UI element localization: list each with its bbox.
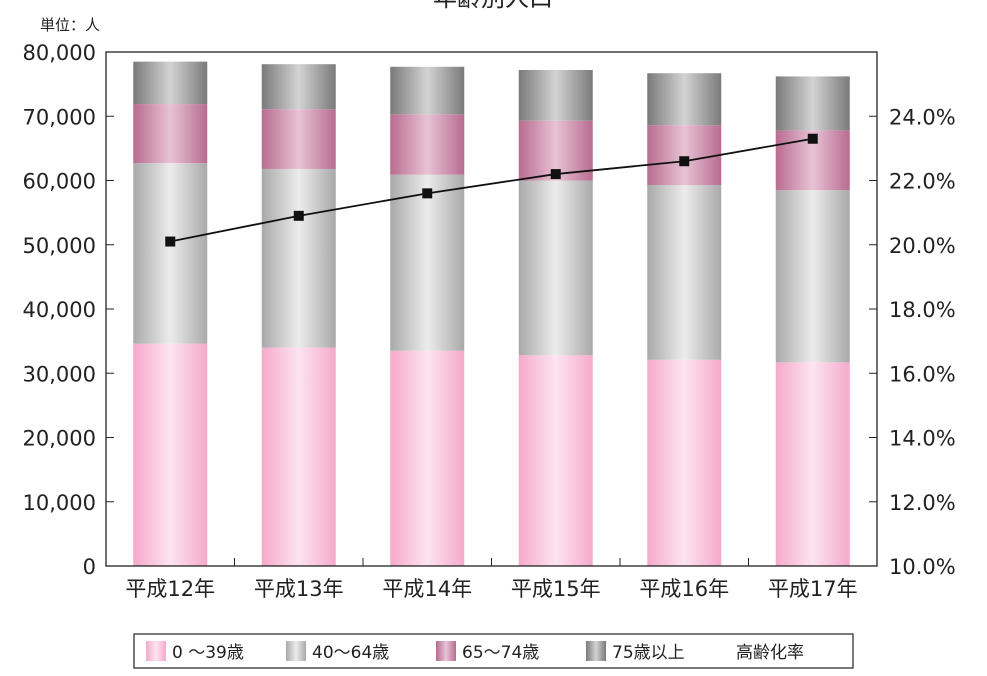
left-axis-tick-label: 60,000 — [23, 170, 96, 194]
right-axis-tick-label: 24.0% — [889, 105, 956, 129]
bar-segment-4-3 — [390, 66, 465, 115]
line-point-3 — [422, 188, 433, 199]
legend: 0 〜39歳 40〜64歳 65〜74歳 75歳以上 高齢化率 — [133, 633, 854, 669]
legend-label-2: 40〜64歳 — [312, 643, 389, 663]
x-tick-label: 平成15年 — [511, 577, 601, 601]
legend-label-4: 75歳以上 — [612, 643, 685, 663]
line-point-1 — [165, 236, 176, 247]
bar-segment-2-6 — [775, 190, 850, 363]
bar-segment-1-1 — [133, 343, 208, 566]
bar-segment-4-5 — [647, 73, 722, 126]
bar-segment-1-5 — [647, 359, 722, 566]
bar-segment-3-3 — [390, 114, 465, 175]
right-axis-tick-label: 10.0% — [889, 555, 956, 579]
bar-segment-2-3 — [390, 174, 465, 351]
line-point-6 — [807, 133, 818, 144]
legend-swatch-1 — [146, 641, 166, 661]
unit-label: 単位：人 — [40, 16, 100, 34]
x-tick-label: 平成13年 — [254, 577, 344, 601]
line-point-5 — [679, 156, 690, 167]
left-axis-tick-label: 10,000 — [23, 491, 96, 515]
right-axis-tick-label: 18.0% — [889, 298, 956, 322]
legend-box — [133, 633, 854, 669]
left-axis-tick-label: 0 — [83, 555, 96, 579]
bar-segment-4-2 — [261, 64, 336, 110]
legend-label-line: 高齢化率 — [736, 643, 804, 663]
legend-label-3: 65〜74歳 — [462, 643, 539, 663]
bar-segment-1-6 — [775, 362, 850, 566]
bar-segment-4-4 — [518, 69, 593, 121]
left-axis-tick-label: 40,000 — [23, 298, 96, 322]
left-axis-tick-label: 30,000 — [23, 362, 96, 386]
chart-title: 年齢別人口 — [433, 0, 553, 12]
right-axis-tick-label: 16.0% — [889, 362, 956, 386]
bar-segment-1-2 — [261, 347, 336, 566]
legend-swatch-2 — [286, 641, 306, 661]
bar-segment-2-4 — [518, 180, 593, 356]
left-axis-tick-label: 80,000 — [23, 41, 96, 65]
x-tick-label: 平成14年 — [382, 577, 472, 601]
right-axis-tick-label: 20.0% — [889, 234, 956, 258]
bar-segment-1-4 — [518, 355, 593, 566]
bar-segment-4-1 — [133, 61, 208, 105]
right-axis-tick-label: 14.0% — [889, 427, 956, 451]
bar-segment-2-2 — [261, 168, 336, 348]
left-axis-tick-label: 20,000 — [23, 427, 96, 451]
plot-frame — [105, 51, 878, 567]
legend-label-1: 0 〜39歳 — [172, 643, 244, 663]
x-tick-label: 平成17年 — [768, 577, 858, 601]
x-tick-label: 平成12年 — [125, 577, 215, 601]
right-axis-tick-label: 12.0% — [889, 491, 956, 515]
line-point-2 — [293, 210, 304, 221]
legend-swatch-3 — [436, 641, 456, 661]
bar-segment-3-5 — [647, 125, 722, 185]
line-point-4 — [550, 169, 561, 180]
left-axis-tick-label: 50,000 — [23, 234, 96, 258]
x-tick-label: 平成16年 — [639, 577, 729, 601]
bar-segment-2-1 — [133, 163, 208, 344]
bar-segment-4-6 — [775, 76, 850, 131]
bar-segment-3-2 — [261, 109, 336, 169]
right-axis-tick-label: 22.0% — [889, 170, 956, 194]
bar-segment-2-5 — [647, 184, 722, 360]
legend-swatch-4 — [586, 641, 606, 661]
bar-segment-3-1 — [133, 104, 208, 164]
line-aging-rate — [170, 137, 813, 243]
bar-segment-1-3 — [390, 350, 465, 566]
left-axis-tick-label: 70,000 — [23, 105, 96, 129]
